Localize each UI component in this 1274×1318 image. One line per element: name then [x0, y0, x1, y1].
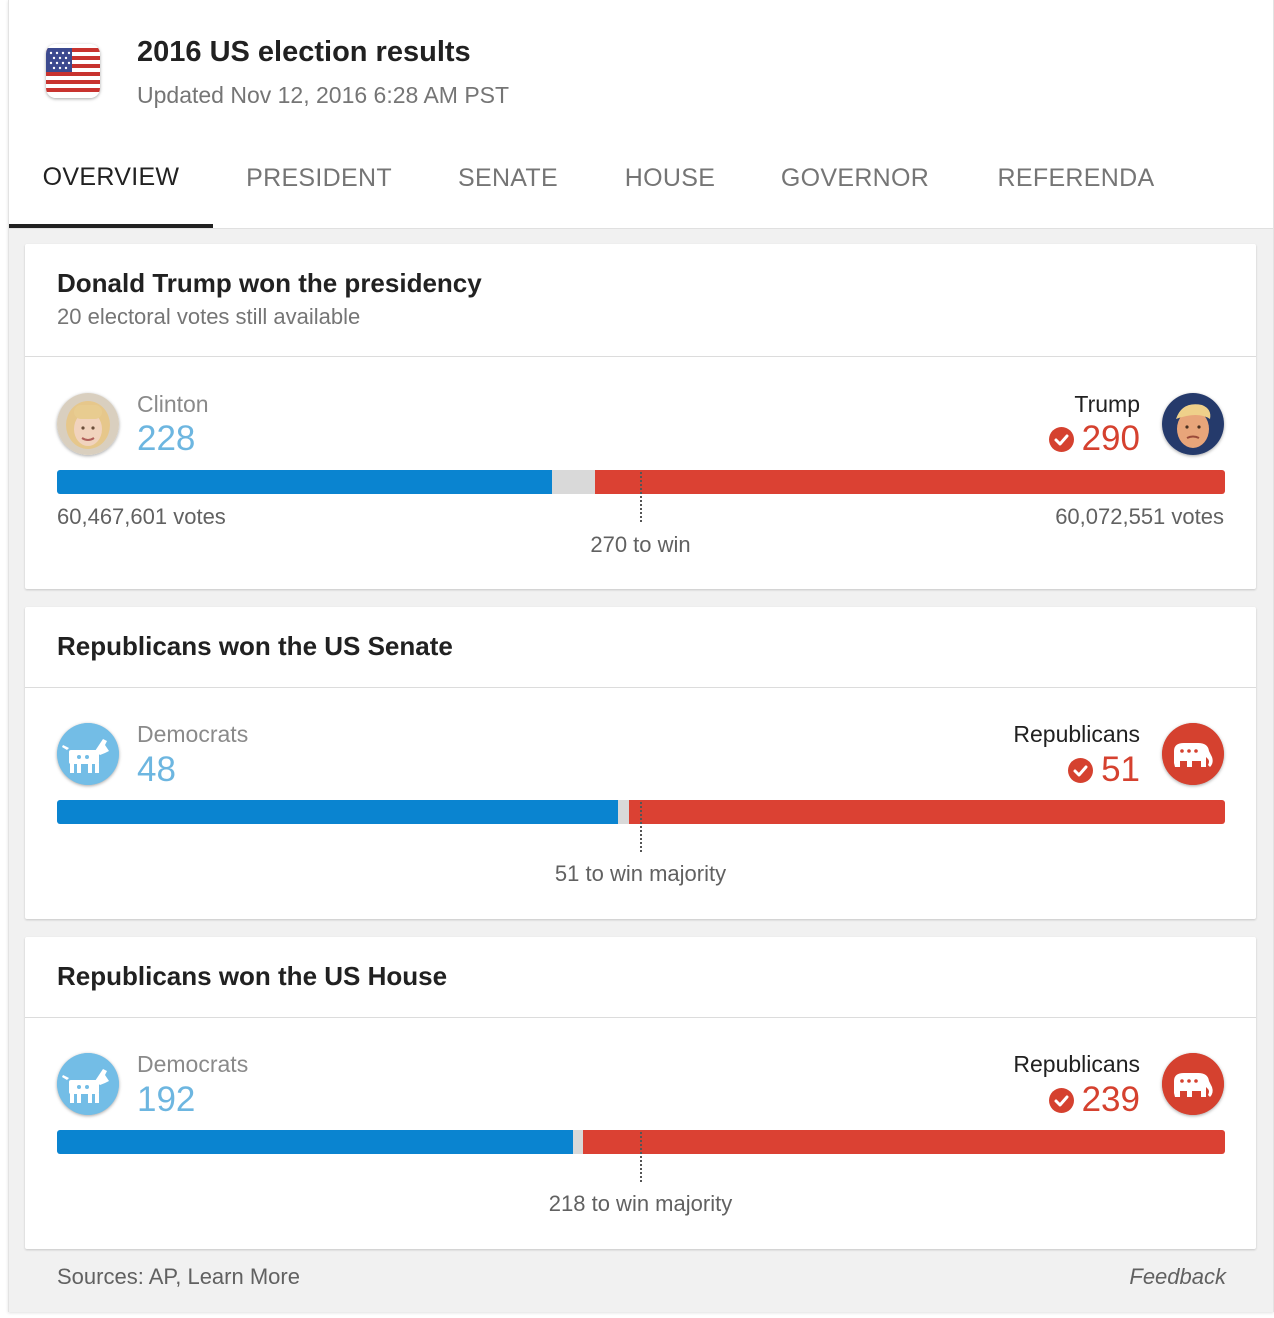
- president-card[interactable]: Donald Trump won the presidency 20 elect…: [25, 244, 1256, 589]
- house-republicans-seats-row: 239: [1048, 1080, 1140, 1120]
- tab-referenda[interactable]: REFERENDA: [997, 164, 1155, 192]
- president-card-subtitle: 20 electoral votes still available: [57, 304, 361, 329]
- senate-republicans-seats: 51: [1101, 750, 1140, 789]
- trump-electoral-votes-row: 290: [1048, 419, 1140, 459]
- house-bar: [57, 1130, 1225, 1154]
- tab-bar: OVERVIEW PRESIDENT SENATE HOUSE GOVERNOR…: [9, 140, 1273, 228]
- house-card-title: Republicans won the US House: [57, 961, 448, 991]
- clinton-avatar: [57, 393, 119, 455]
- panel-header: 2016 US election results Updated Nov 12,…: [9, 0, 1273, 229]
- republican-elephant-icon: [1162, 1053, 1224, 1115]
- election-results-panel: 2016 US election results Updated Nov 12,…: [8, 0, 1274, 1312]
- house-undecided-segment: [572, 1130, 584, 1154]
- trump-electoral-votes: 290: [1081, 419, 1140, 458]
- senate-republicans-seats-row: 51: [1068, 750, 1140, 790]
- feedback-link[interactable]: Feedback: [1129, 1264, 1226, 1289]
- house-republicans-seats: 239: [1081, 1080, 1140, 1119]
- senate-dem-segment: [57, 800, 618, 824]
- winner-check-icon: [1048, 1087, 1074, 1113]
- house-win-marker: [640, 1132, 642, 1182]
- updated-timestamp: Updated Nov 12, 2016 6:28 AM PST: [137, 82, 510, 108]
- senate-democrats-seats: 48: [137, 750, 176, 789]
- house-card[interactable]: Republicans won the US House Democrats 1…: [25, 937, 1256, 1249]
- house-threshold-label: 218 to win majority: [548, 1191, 733, 1216]
- senate-card-header: Republicans won the US Senate: [25, 607, 1256, 688]
- winner-check-icon: [1048, 426, 1074, 452]
- house-democrats-name: Democrats: [137, 1051, 249, 1077]
- tab-senate[interactable]: SENATE: [458, 164, 558, 192]
- democrat-donkey-icon: [57, 1053, 119, 1115]
- president-card-title: Donald Trump won the presidency: [57, 268, 482, 298]
- president-rep-segment: [595, 470, 1225, 494]
- trump-name: Trump: [1074, 391, 1140, 417]
- senate-rep-segment: [629, 800, 1225, 824]
- tab-president[interactable]: PRESIDENT: [246, 164, 392, 192]
- us-flag-icon: [46, 44, 100, 98]
- senate-undecided-segment: [617, 800, 630, 824]
- president-win-marker: [640, 472, 642, 522]
- winner-check-icon: [1068, 757, 1094, 783]
- senate-win-marker: [640, 802, 642, 852]
- senate-threshold-label: 51 to win majority: [554, 861, 727, 886]
- house-card-header: Republicans won the US House: [25, 937, 1256, 1018]
- trump-popular-votes: 60,072,551 votes: [1055, 504, 1224, 529]
- trump-avatar: [1162, 393, 1224, 455]
- president-undecided-segment: [551, 470, 596, 494]
- clinton-name: Clinton: [137, 391, 209, 417]
- president-card-header: Donald Trump won the presidency 20 elect…: [25, 244, 1256, 357]
- senate-card[interactable]: Republicans won the US Senate Democrats …: [25, 607, 1256, 919]
- president-threshold-label: 270 to win: [590, 532, 691, 557]
- house-dem-segment: [57, 1130, 573, 1154]
- senate-bar: [57, 800, 1225, 824]
- senate-republicans-name: Republicans: [1013, 721, 1140, 747]
- president-bar: [57, 470, 1225, 494]
- democrat-donkey-icon: [57, 723, 119, 785]
- house-democrats-seats: 192: [137, 1080, 196, 1119]
- house-republicans-name: Republicans: [1013, 1051, 1140, 1077]
- clinton-electoral-votes: 228: [137, 419, 196, 458]
- senate-democrats-name: Democrats: [137, 721, 249, 747]
- tab-governor[interactable]: GOVERNOR: [780, 164, 930, 192]
- tab-overview[interactable]: OVERVIEW: [9, 140, 213, 228]
- house-rep-segment: [583, 1130, 1225, 1154]
- senate-card-title: Republicans won the US Senate: [57, 631, 453, 661]
- clinton-popular-votes: 60,467,601 votes: [57, 504, 226, 529]
- tab-house[interactable]: HOUSE: [624, 164, 716, 192]
- republican-elephant-icon: [1162, 723, 1224, 785]
- president-dem-segment: [57, 470, 552, 494]
- page-title: 2016 US election results: [137, 36, 471, 68]
- sources-link[interactable]: Sources: AP, Learn More: [57, 1264, 300, 1289]
